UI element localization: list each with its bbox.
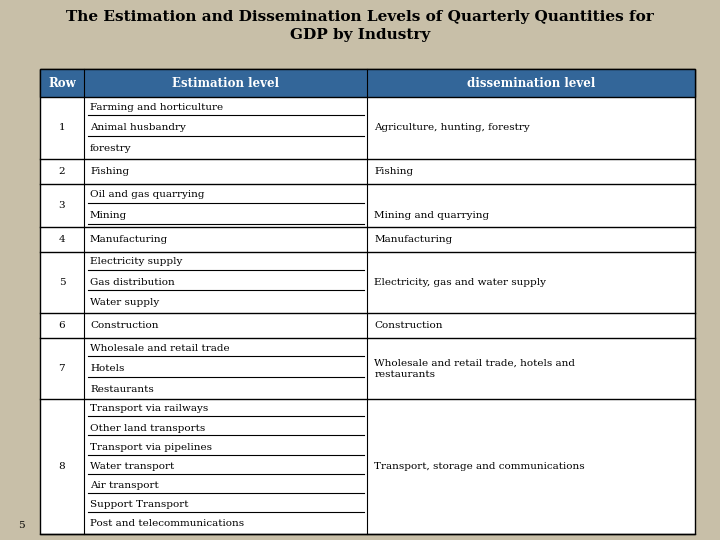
Text: Row: Row bbox=[48, 77, 76, 90]
Text: The Estimation and Dissemination Levels of Quarterly Quantities for
GDP by Indus: The Estimation and Dissemination Levels … bbox=[66, 10, 654, 42]
Text: Oil and gas quarrying: Oil and gas quarrying bbox=[90, 190, 204, 199]
Text: Wholesale and retail trade: Wholesale and retail trade bbox=[90, 343, 230, 353]
Text: dissemination level: dissemination level bbox=[467, 77, 595, 90]
Text: Water transport: Water transport bbox=[90, 462, 174, 471]
Text: Water supply: Water supply bbox=[90, 298, 159, 307]
Text: Construction: Construction bbox=[374, 321, 443, 330]
Text: Fishing: Fishing bbox=[90, 166, 129, 176]
Text: Post and telecommunications: Post and telecommunications bbox=[90, 519, 244, 529]
Text: 2: 2 bbox=[58, 166, 66, 176]
Text: 3: 3 bbox=[58, 200, 66, 210]
Text: Fishing: Fishing bbox=[374, 166, 413, 176]
Text: 6: 6 bbox=[58, 321, 66, 330]
Text: 1: 1 bbox=[58, 123, 66, 132]
Text: Transport, storage and communications: Transport, storage and communications bbox=[374, 462, 585, 471]
Text: Electricity supply: Electricity supply bbox=[90, 258, 182, 266]
Text: Transport via pipelines: Transport via pipelines bbox=[90, 443, 212, 452]
Text: 8: 8 bbox=[58, 462, 66, 471]
Text: Farming and horticulture: Farming and horticulture bbox=[90, 103, 223, 112]
Text: Electricity, gas and water supply: Electricity, gas and water supply bbox=[374, 278, 546, 287]
Text: Air transport: Air transport bbox=[90, 481, 158, 490]
Text: 5: 5 bbox=[18, 521, 25, 530]
Text: Construction: Construction bbox=[90, 321, 158, 330]
Text: 4: 4 bbox=[58, 234, 66, 244]
Bar bbox=[40, 69, 695, 97]
Text: Manufacturing: Manufacturing bbox=[374, 234, 453, 244]
Text: Agriculture, hunting, forestry: Agriculture, hunting, forestry bbox=[374, 123, 530, 132]
Text: Gas distribution: Gas distribution bbox=[90, 278, 175, 287]
Text: Transport via railways: Transport via railways bbox=[90, 404, 208, 413]
Text: Manufacturing: Manufacturing bbox=[90, 234, 168, 244]
Text: Estimation level: Estimation level bbox=[172, 77, 279, 90]
Text: Wholesale and retail trade, hotels and
restaurants: Wholesale and retail trade, hotels and r… bbox=[374, 359, 575, 379]
Text: Restaurants: Restaurants bbox=[90, 384, 154, 394]
Text: Mining and quarrying: Mining and quarrying bbox=[374, 211, 490, 220]
Text: 5: 5 bbox=[58, 278, 66, 287]
Text: Mining: Mining bbox=[90, 211, 127, 220]
Text: 7: 7 bbox=[58, 364, 66, 373]
Text: Other land transports: Other land transports bbox=[90, 423, 205, 433]
Bar bbox=[40, 69, 695, 534]
Text: forestry: forestry bbox=[90, 144, 132, 153]
Text: Hotels: Hotels bbox=[90, 364, 125, 373]
Text: Support Transport: Support Transport bbox=[90, 500, 189, 509]
Text: Animal husbandry: Animal husbandry bbox=[90, 123, 186, 132]
